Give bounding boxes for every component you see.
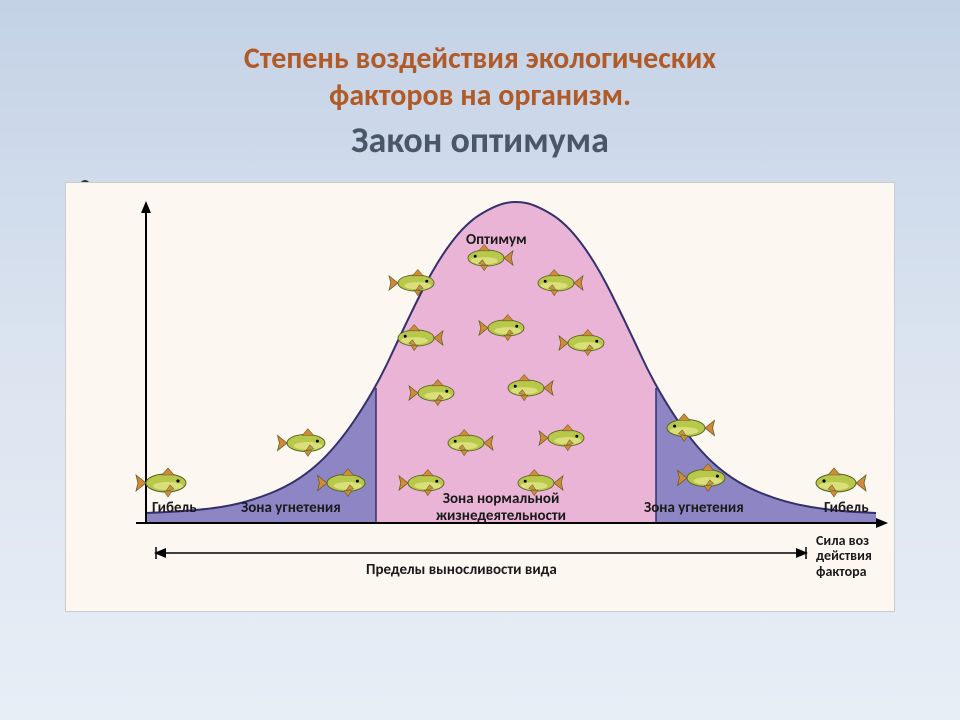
label-normal-zone: Зона нормальной жизнедеятельности — [436, 491, 566, 524]
label-tolerance-range: Пределы выносливости вида — [366, 561, 557, 579]
fish-icon — [816, 468, 866, 497]
title-line1: Степень воздействия экологических — [50, 40, 910, 77]
title-line3: Закон оптимума — [50, 118, 910, 162]
title-line2: факторов на организм. — [50, 77, 910, 114]
x-axis-label: Сила воз действия фактора — [816, 533, 872, 579]
title-block: Степень воздействия экологических фактор… — [50, 40, 910, 162]
optimum-figure: Степень благоприятности фактора Оптимум … — [65, 182, 895, 612]
label-suppress-right: Зона угнетения — [644, 499, 744, 517]
label-optimum: Оптимум — [466, 231, 527, 249]
fish-icon — [136, 468, 186, 497]
slide: Степень воздействия экологических фактор… — [0, 0, 960, 720]
label-suppress-left: Зона угнетения — [241, 499, 341, 517]
label-death-right: Гибель — [824, 499, 869, 517]
label-death-left: Гибель — [152, 499, 197, 517]
fish-icon — [278, 429, 326, 457]
